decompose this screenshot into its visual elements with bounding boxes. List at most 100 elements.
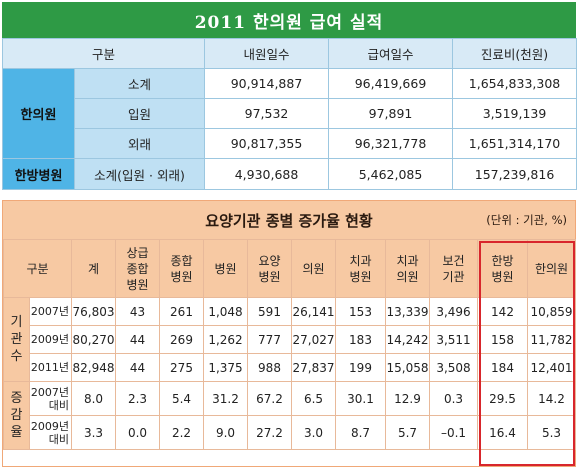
cell: 1,654,833,308 bbox=[452, 68, 578, 99]
cell: 3,519,139 bbox=[452, 98, 578, 129]
header-col: 한방 병원 bbox=[477, 239, 528, 298]
cell: 31.2 bbox=[203, 381, 248, 416]
unit-label: (단위 : 기관, %) bbox=[486, 213, 567, 227]
cell: 11,782 bbox=[527, 325, 576, 354]
cell: 10,859 bbox=[527, 297, 576, 326]
cell: 80,270 bbox=[71, 325, 116, 354]
header-col: 상급 종합 병원 bbox=[115, 239, 160, 298]
year-label: 2009년 bbox=[29, 325, 72, 354]
cell: 199 bbox=[335, 353, 386, 382]
payment-table-title: 2011 한의원 급여 실적 bbox=[2, 2, 576, 38]
cell: 3.3 bbox=[71, 415, 116, 450]
header-col: 보건 기관 bbox=[429, 239, 478, 298]
row-label: 입원 bbox=[73, 98, 206, 129]
growth-header-row: 구분 계 상급 종합 병원 종합 병원 병원 요양 병원 의원 치과 병원 치과 의원 보건… bbox=[3, 239, 576, 298]
table-row: 증 감 율 2007년 대비 8.0 2.3 5.4 31.2 67.2 6.5 30.1 12.9 0.… bbox=[3, 381, 576, 450]
cell: 14,242 bbox=[385, 325, 430, 354]
cell: 3.0 bbox=[291, 415, 336, 450]
row-label: 소계 bbox=[73, 68, 206, 99]
cell: 90,817,355 bbox=[204, 128, 330, 159]
multiline-text: 상급 종합 병원 bbox=[126, 245, 149, 292]
cell: 5.4 bbox=[159, 381, 204, 416]
table-row: 2009년 80,270 44 269 1,262 777 27,027 183 14,242 3… bbox=[4, 325, 576, 354]
cell: 12.9 bbox=[385, 381, 430, 416]
table-row: 2009년 대비 3.3 0.0 2.2 9.0 27.2 3.0 8.7 5.7 –0.1 16.4… bbox=[4, 415, 576, 450]
cell: 1,375 bbox=[203, 353, 248, 382]
cell: 13,339 bbox=[385, 297, 430, 326]
cell: 8.7 bbox=[335, 415, 386, 450]
cell: 97,532 bbox=[204, 98, 330, 129]
header-col: 종합 병원 bbox=[159, 239, 204, 298]
cell: 27,027 bbox=[291, 325, 336, 354]
table-row: 기 관 수 2007년 76,803 43 261 1,048 591 26,141 153 13,3… bbox=[3, 297, 576, 382]
header-col: 치과 병원 bbox=[335, 239, 386, 298]
header-category: 구분 bbox=[3, 239, 72, 298]
cell: 96,321,778 bbox=[328, 128, 454, 159]
cell: 82,948 bbox=[71, 353, 116, 382]
multiline-text: 요양 병원 bbox=[258, 253, 281, 284]
cell: 5.3 bbox=[527, 415, 576, 450]
cell: 8.0 bbox=[71, 381, 116, 416]
cell: 6.5 bbox=[291, 381, 336, 416]
cell: 4,930,688 bbox=[204, 158, 330, 190]
header-col: 요양 병원 bbox=[247, 239, 292, 298]
group-label-hospital: 한방병원 bbox=[2, 158, 75, 190]
year-label: 2011년 bbox=[29, 353, 72, 382]
cell: 43 bbox=[115, 297, 160, 326]
header-col: 의원 bbox=[291, 239, 336, 298]
multiline-text: 치과 병원 bbox=[349, 253, 372, 284]
cell: 153 bbox=[335, 297, 386, 326]
cell: 76,803 bbox=[71, 297, 116, 326]
cell: 1,651,314,170 bbox=[452, 128, 578, 159]
group-label-clinic: 한의원 bbox=[2, 68, 75, 159]
cell: 183 bbox=[335, 325, 386, 354]
table-row: 외래 90,817,355 96,321,778 1,651,314,170 bbox=[3, 128, 578, 159]
cell: 0.0 bbox=[115, 415, 160, 450]
multiline-text: 2009년 대비 bbox=[30, 419, 69, 446]
cell: 269 bbox=[159, 325, 204, 354]
cell: 184 bbox=[477, 353, 528, 382]
table-row: 2011년 82,948 44 275 1,375 988 27,837 199 15,058 3… bbox=[4, 353, 576, 382]
cell: 2.3 bbox=[115, 381, 160, 416]
year-label: 2009년 대비 bbox=[29, 415, 72, 450]
cell: 142 bbox=[477, 297, 528, 326]
table-row: 한의원 소계 90,914,887 96,419,669 1,654,833,3… bbox=[2, 68, 578, 159]
cell: 27,837 bbox=[291, 353, 336, 382]
cell: 96,419,669 bbox=[328, 68, 454, 99]
cell: 90,914,887 bbox=[204, 68, 330, 99]
header-benefit-days: 급여일수 bbox=[328, 38, 454, 69]
header-col: 한의원 bbox=[527, 239, 576, 298]
cell: 26,141 bbox=[291, 297, 336, 326]
header-visit-days: 내원일수 bbox=[204, 38, 330, 69]
header-col: 계 bbox=[71, 239, 116, 298]
cell: 30.1 bbox=[335, 381, 386, 416]
cell: 158 bbox=[477, 325, 528, 354]
growth-table-title: 요양기관 종별 증가율 현황 bbox=[205, 211, 373, 230]
payment-table: 2011 한의원 급여 실적 구분 내원일수 급여일수 진료비(천원) 한의원 … bbox=[1, 2, 578, 190]
year-label: 2007년 bbox=[29, 297, 72, 326]
multiline-text: 치과 의원 bbox=[396, 253, 419, 284]
cell: 261 bbox=[159, 297, 204, 326]
year-label: 2007년 대비 bbox=[29, 381, 72, 416]
cell: 275 bbox=[159, 353, 204, 382]
cell: 9.0 bbox=[203, 415, 248, 450]
cell: 67.2 bbox=[247, 381, 292, 416]
cell: 3,511 bbox=[429, 325, 478, 354]
cell: 44 bbox=[115, 325, 160, 354]
table-row: 입원 97,532 97,891 3,519,139 bbox=[3, 98, 578, 129]
payment-header-row: 구분 내원일수 급여일수 진료비(천원) bbox=[1, 38, 578, 69]
cell: 1,262 bbox=[203, 325, 248, 354]
row-label: 소계(입원 · 외래) bbox=[73, 158, 206, 190]
cell: 3,508 bbox=[429, 353, 478, 382]
growth-rate-table: 요양기관 종별 증가율 현황 (단위 : 기관, %) 구분 계 상급 종합 병원 … bbox=[2, 200, 576, 467]
cell: 157,239,816 bbox=[452, 158, 578, 190]
cell: 97,891 bbox=[328, 98, 454, 129]
cell: 988 bbox=[247, 353, 292, 382]
cell: 1,048 bbox=[203, 297, 248, 326]
cell: 5,462,085 bbox=[328, 158, 454, 190]
multiline-text: 한방 병원 bbox=[491, 253, 514, 284]
